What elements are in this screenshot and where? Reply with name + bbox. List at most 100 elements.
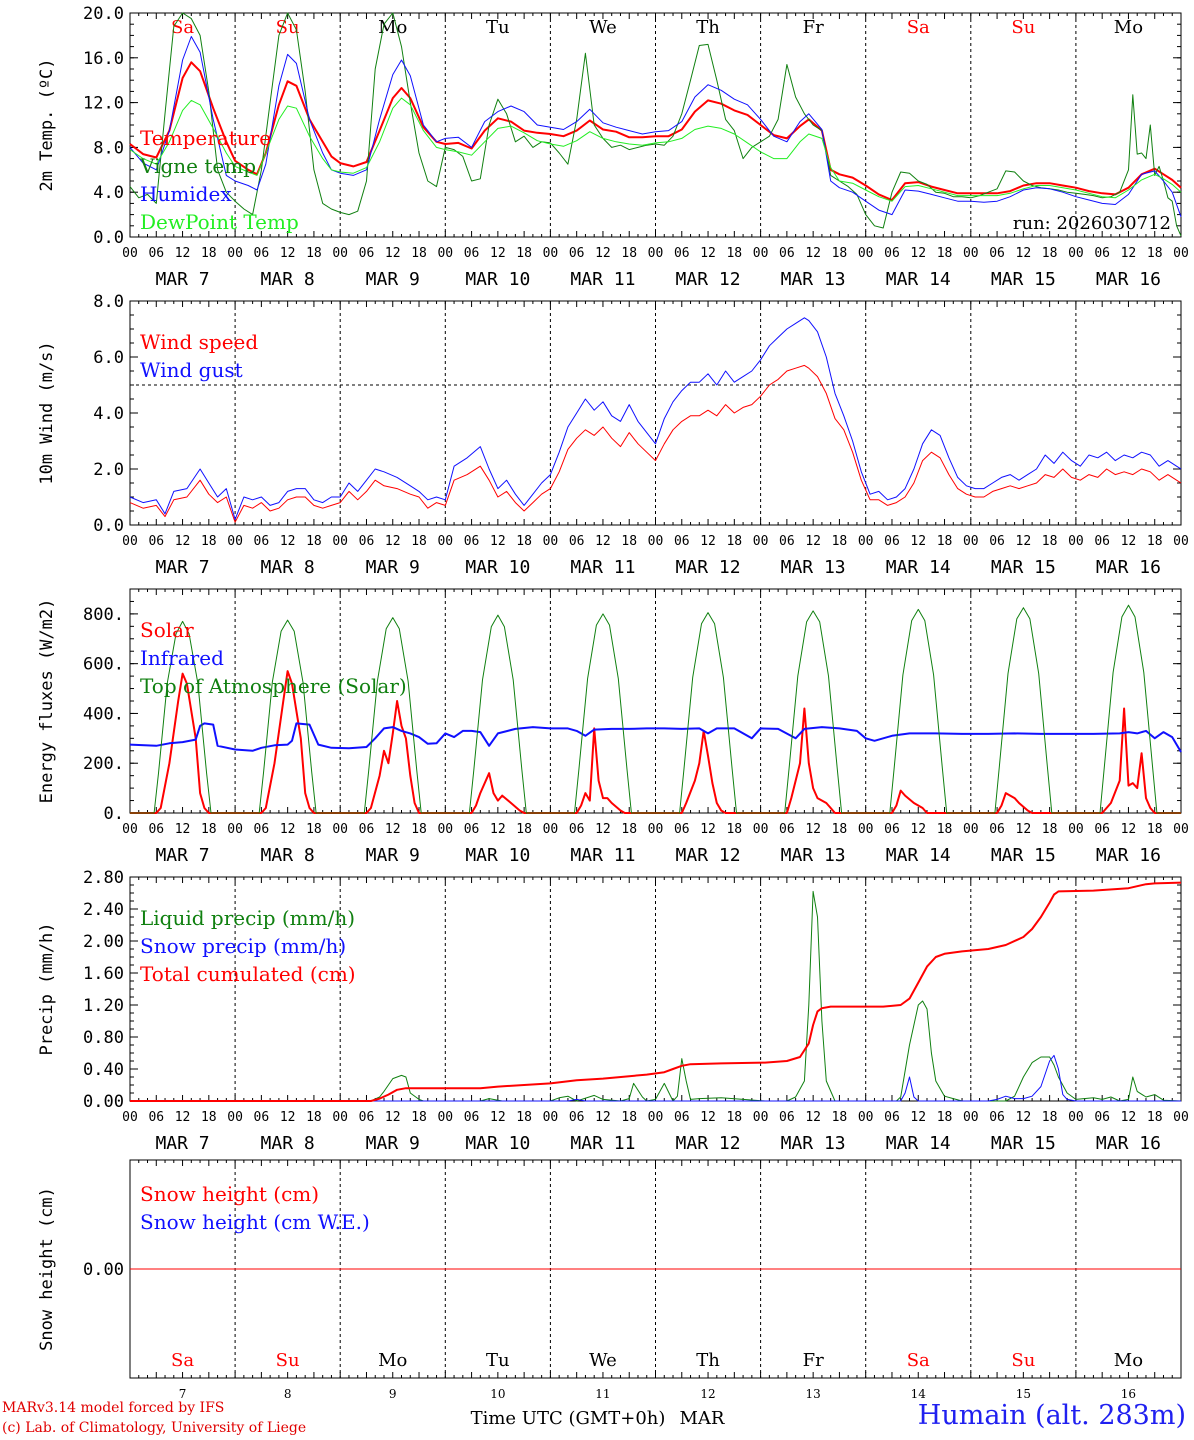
x-hour-label: 06 — [148, 1110, 164, 1125]
day-letter: Sa — [171, 17, 194, 38]
x-hour-label: 06 — [464, 246, 480, 261]
day-number: 9 — [389, 1387, 397, 1401]
day-letter: Mo — [378, 17, 407, 38]
y-tick-label: 0.00 — [83, 1260, 124, 1280]
series-line — [130, 670, 1181, 814]
x-hour-label: 06 — [464, 534, 480, 549]
x-hour-label: 00 — [543, 246, 559, 261]
x-hour-label: 06 — [1094, 246, 1110, 261]
x-date-label: MAR 7 — [155, 269, 209, 290]
x-hour-label: 18 — [1147, 822, 1163, 837]
x-date-label: MAR 15 — [991, 845, 1056, 866]
x-hour-label: 06 — [359, 246, 375, 261]
x-hour-label: 18 — [937, 246, 953, 261]
x-date-label: MAR 9 — [366, 269, 420, 290]
y-tick-label: 0.80 — [83, 1028, 124, 1048]
x-hour-label: 18 — [832, 822, 848, 837]
x-hour-label: 00 — [1068, 822, 1084, 837]
day-number: 15 — [1016, 1387, 1031, 1401]
y-tick-label: 16.0 — [83, 49, 124, 69]
x-hour-label: 00 — [332, 822, 348, 837]
x-hour-label: 06 — [359, 1110, 375, 1125]
x-hour-label: 12 — [175, 822, 191, 837]
series-line — [129, 364, 1182, 523]
x-hour-label: 12 — [595, 822, 611, 837]
credit-lab: (c) Lab. of Climatology, University of L… — [2, 1420, 307, 1436]
x-date-label: MAR 12 — [676, 1133, 741, 1154]
x-hour-label: 18 — [621, 246, 637, 261]
x-hour-label: 06 — [884, 1110, 900, 1125]
x-hour-label: 12 — [490, 534, 506, 549]
x-hour-label: 12 — [910, 822, 926, 837]
x-hour-label: 18 — [306, 246, 322, 261]
x-hour-label: 06 — [989, 534, 1005, 549]
x-hour-label: 06 — [989, 246, 1005, 261]
x-hour-label: 00 — [543, 1110, 559, 1125]
legend-entry: Humidex — [140, 182, 232, 206]
x-hour-label: 00 — [437, 534, 453, 549]
day-letter: Sa — [907, 17, 930, 38]
x-hour-label: 06 — [569, 534, 585, 549]
x-hour-label: 06 — [1094, 822, 1110, 837]
x-hour-label: 18 — [411, 822, 427, 837]
x-hour-label: 00 — [963, 246, 979, 261]
x-hour-label: 06 — [674, 822, 690, 837]
x-hour-label: 00 — [963, 534, 979, 549]
legend-entry: Snow height (cm) — [140, 1182, 319, 1206]
x-hour-label: 12 — [1016, 1110, 1032, 1125]
x-hour-label: 12 — [1121, 822, 1137, 837]
x-hour-label: 00 — [227, 1110, 243, 1125]
legend-entry: Infrared — [140, 646, 224, 670]
legend-entry: Solar — [140, 618, 194, 642]
y-axis-label: Energy fluxes (W/m2) — [37, 599, 57, 804]
x-axis-month: MAR — [680, 1408, 725, 1429]
x-hour-label: 00 — [1068, 1110, 1084, 1125]
x-hour-label: 06 — [884, 822, 900, 837]
day-letter: Tu — [486, 17, 510, 38]
day-letter: Th — [696, 17, 720, 38]
x-date-label: MAR 9 — [366, 557, 420, 578]
x-date-label: MAR 16 — [1096, 269, 1161, 290]
precip-panel: 0.00 0.40 0.80 1.20 1.60 2.00 2.40 2.80 Precip (… — [37, 868, 1189, 1154]
x-hour-label: 06 — [569, 246, 585, 261]
x-hour-label: 12 — [805, 246, 821, 261]
x-hour-label: 00 — [753, 822, 769, 837]
x-hour-label: 00 — [648, 1110, 664, 1125]
x-hour-label: 12 — [385, 534, 401, 549]
x-hour-label: 12 — [280, 246, 296, 261]
y-tick-label: 0. — [104, 804, 124, 824]
x-date-label: MAR 8 — [261, 269, 315, 290]
x-date-label: MAR 10 — [465, 557, 530, 578]
x-hour-label: 00 — [753, 1110, 769, 1125]
energy-panel: 0. 200. 400. 600. 800. Energy fluxes (W/m2) 00… — [37, 588, 1189, 866]
day-number: 12 — [700, 1387, 715, 1401]
day-number: 7 — [179, 1387, 187, 1401]
x-hour-label: 06 — [569, 822, 585, 837]
run-annotation: run: 2026030712 — [1013, 213, 1171, 234]
x-date-label: MAR 9 — [366, 1133, 420, 1154]
x-hour-label: 18 — [1147, 246, 1163, 261]
x-hour-label: 12 — [805, 1110, 821, 1125]
x-hour-label: 18 — [832, 534, 848, 549]
y-tick-label: 2.40 — [83, 900, 124, 920]
x-hour-label: 18 — [516, 1110, 532, 1125]
x-hour-label: 06 — [989, 822, 1005, 837]
x-hour-label: 18 — [1042, 822, 1058, 837]
y-tick-label: 1.20 — [83, 996, 124, 1016]
day-letter: Su — [1011, 17, 1035, 38]
x-date-label: MAR 13 — [781, 1133, 846, 1154]
plot-frame — [129, 588, 1182, 814]
x-date-label: MAR 12 — [676, 269, 741, 290]
x-hour-label: 06 — [989, 1110, 1005, 1125]
x-hour-label: 00 — [1173, 822, 1189, 837]
x-hour-label: 18 — [726, 534, 742, 549]
x-date-label: MAR 11 — [570, 557, 635, 578]
legend-entry: Liquid precip (mm/h) — [140, 906, 355, 930]
x-hour-label: 00 — [648, 534, 664, 549]
x-date-label: MAR 10 — [465, 1133, 530, 1154]
x-hour-label: 06 — [254, 534, 270, 549]
legend-entry: Snow precip (mm/h) — [140, 934, 346, 958]
x-hour-label: 18 — [726, 1110, 742, 1125]
x-date-label: MAR 8 — [261, 845, 315, 866]
x-hour-label: 18 — [201, 822, 217, 837]
